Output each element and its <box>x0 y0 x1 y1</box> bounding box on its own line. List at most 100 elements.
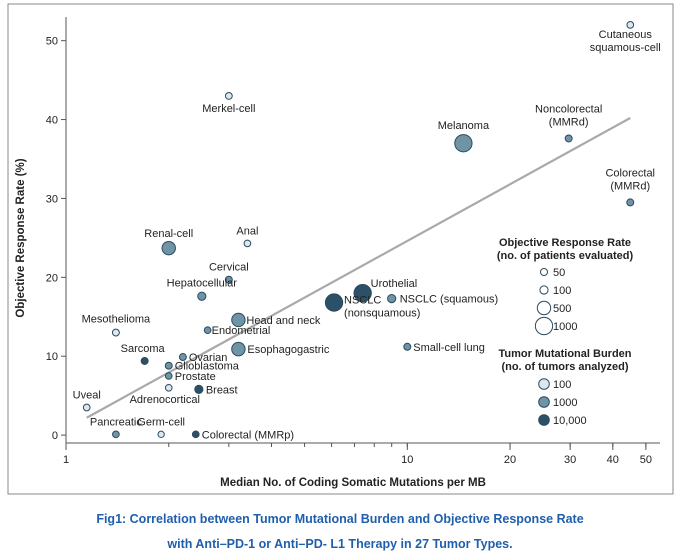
trend-line <box>86 117 631 419</box>
legend-burden-marker <box>538 378 550 390</box>
point-label-colorectal-mmrp: Colorectal (MMRp) <box>202 429 294 441</box>
point-label-line: (MMRd) <box>549 116 589 128</box>
point-label-ovarian: Ovarian <box>189 352 228 364</box>
point-label-line: squamous-cell <box>590 42 661 54</box>
data-point-merkel-cell <box>224 91 233 100</box>
point-label-line: Urothelial <box>371 278 417 290</box>
point-label-line: Ovarian <box>189 352 228 364</box>
point-label-line: Head and neck <box>246 315 320 327</box>
data-point-noncolorectal-mmrd <box>564 134 573 143</box>
x-tick-label: 20 <box>504 454 516 466</box>
figure-caption-line-2: with Anti–PD-1 or Anti–PD- L1 Therapy in… <box>167 537 513 551</box>
point-label-mesothelioma: Mesothelioma <box>82 314 151 326</box>
x-axis-title: Median No. of Coding Somatic Mutations p… <box>220 477 486 489</box>
point-label-sarcoma: Sarcoma <box>121 343 166 355</box>
point-label-esophagogastric: Esophagogastric <box>247 344 329 356</box>
data-point-germ-cell <box>157 430 165 438</box>
data-point-colorectal-mmrp <box>191 430 200 439</box>
legend-response-marker <box>540 268 548 276</box>
point-label-line: Melanoma <box>438 120 490 132</box>
point-label-line: Hepatocellular <box>167 277 238 289</box>
legend-response-marker <box>539 285 549 295</box>
point-label-line: NSCLC <box>344 295 381 307</box>
legend-burden-label: 1000 <box>553 397 577 409</box>
point-label-line: (nonsquamous) <box>344 308 420 320</box>
x-tick-label: 10 <box>401 454 413 466</box>
data-point-ovarian <box>178 353 187 361</box>
point-label-renal-cell: Renal-cell <box>144 228 193 240</box>
legend-burden-marker <box>538 414 550 426</box>
point-label-head-and-neck: Head and neck <box>246 315 320 327</box>
point-label-cervical: Cervical <box>209 262 249 274</box>
data-point-anal <box>243 239 252 248</box>
data-point-urothelial <box>353 283 372 303</box>
y-tick-label: 40 <box>46 115 58 127</box>
point-label-line: Noncolorectal <box>535 103 602 115</box>
point-label-colorectal-mmrd: Colorectal (MMRd) <box>605 167 655 192</box>
point-label-line: Glioblastoma <box>175 361 240 373</box>
legend-response-title: Objective Response Rate <box>499 237 631 249</box>
point-label-line: Adrenocortical <box>130 394 200 406</box>
point-label-line: Breast <box>206 384 238 396</box>
data-point-cervical <box>224 275 233 284</box>
point-label-line: Anal <box>236 225 258 237</box>
point-label-nsclc-squamous: NSCLC (squamous) <box>400 294 498 306</box>
point-label-line: Endometrial <box>212 325 271 337</box>
point-label-line: Cutaneous <box>599 29 653 41</box>
legend-response-label: 50 <box>553 267 565 279</box>
data-point-glioblastoma <box>164 361 173 370</box>
point-label-prostate: Prostate <box>175 371 216 383</box>
point-label-hepatocellular: Hepatocellular <box>167 277 238 289</box>
point-label-line: Germ-cell <box>137 416 185 428</box>
x-tick-label: 50 <box>640 454 652 466</box>
point-label-uveal: Uveal <box>73 390 101 402</box>
data-point-uveal <box>82 403 91 412</box>
point-label-line: Uveal <box>73 390 101 402</box>
point-label-line: Pancreatic <box>90 416 142 428</box>
point-label-line: Sarcoma <box>121 343 166 355</box>
legend-burden-label: 100 <box>553 379 571 391</box>
point-label-nsclc-nonsquamous: NSCLC (nonsquamous) <box>344 295 420 320</box>
point-label-line: Cervical <box>209 262 249 274</box>
point-label-line: Small-cell lung <box>413 342 485 354</box>
point-label-anal: Anal <box>236 225 258 237</box>
point-label-line: Mesothelioma <box>82 314 151 326</box>
x-tick-label: 1 <box>63 454 69 466</box>
data-point-adrenocortical <box>164 383 173 392</box>
figure-caption-line-1: Fig1: Correlation between Tumor Mutation… <box>96 512 584 526</box>
point-label-line: Colorectal (MMRp) <box>202 429 294 441</box>
point-label-pancreatic: Pancreatic <box>90 416 142 428</box>
legend-burden-label: 10,000 <box>553 415 587 427</box>
point-label-merkel-cell: Merkel-cell <box>202 103 255 115</box>
point-label-germ-cell: Germ-cell <box>137 416 185 428</box>
point-label-line: Esophagogastric <box>247 344 329 356</box>
y-tick-label: 30 <box>46 193 58 205</box>
x-tick-label: 30 <box>564 454 576 466</box>
data-point-cutaneous-squamous-cell <box>626 21 635 29</box>
point-label-adrenocortical: Adrenocortical <box>130 394 200 406</box>
data-point-sarcoma <box>140 356 149 365</box>
point-label-noncolorectal-mmrd: Noncolorectal (MMRd) <box>535 103 602 128</box>
point-label-breast: Breast <box>206 384 238 396</box>
legend-response-marker <box>536 300 552 316</box>
data-point-breast <box>194 384 204 394</box>
legend-burden-subtitle: (no. of tumors analyzed) <box>501 361 628 373</box>
data-point-head-and-neck <box>231 312 246 328</box>
data-point-colorectal-mmrd <box>626 198 635 207</box>
y-tick-label: 0 <box>52 430 58 442</box>
point-label-cutaneous-squamous-cell: Cutaneous squamous-cell <box>590 29 661 54</box>
data-point-pancreatic <box>112 430 120 439</box>
legend-response-subtitle: (no. of patients evaluated) <box>497 250 634 262</box>
legend-response-marker <box>534 316 554 336</box>
data-point-nsclc-nonsquamous <box>324 293 344 312</box>
legend-response-label: 1000 <box>553 321 577 333</box>
point-label-line: (MMRd) <box>610 180 650 192</box>
data-point-renal-cell <box>161 240 176 256</box>
data-point-esophagogastric <box>231 341 246 357</box>
y-tick-label: 20 <box>46 272 58 284</box>
data-point-hepatocellular <box>197 291 207 301</box>
data-point-prostate <box>164 372 173 380</box>
point-label-line: Merkel-cell <box>202 103 255 115</box>
point-label-line: Prostate <box>175 371 216 383</box>
